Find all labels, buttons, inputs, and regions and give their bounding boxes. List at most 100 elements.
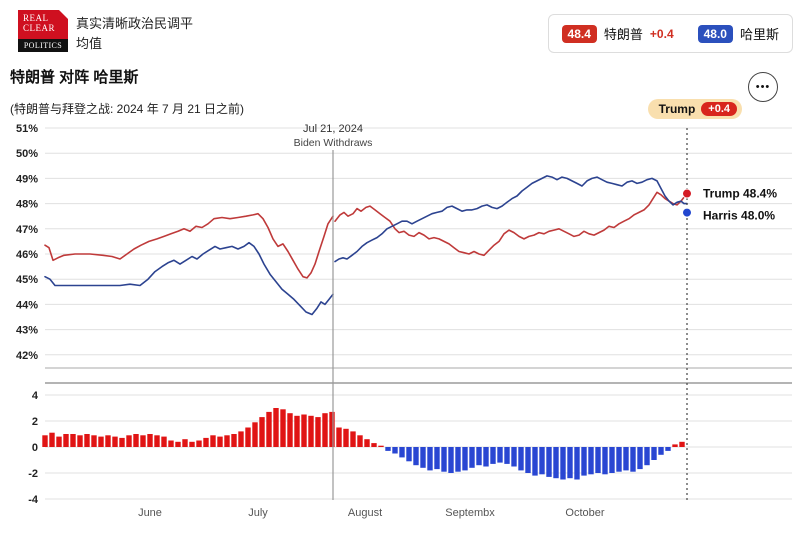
brand-text: 真实清晰政治民调平 均值 xyxy=(76,14,193,54)
spread-bar xyxy=(658,447,664,455)
harris-end-label: Harris 48.0% xyxy=(703,209,775,223)
spread-bar xyxy=(672,444,678,447)
chart-subtitle: (特朗普与拜登之战: 2024 年 7 月 21 日之前) xyxy=(10,102,245,116)
spread-bar xyxy=(546,447,552,477)
spread-bar xyxy=(497,447,503,463)
spread-bar xyxy=(469,447,475,468)
spread-bar xyxy=(504,447,510,464)
poll-lines xyxy=(44,175,688,316)
spread-bar xyxy=(420,447,426,468)
spread-bar xyxy=(413,447,419,466)
spread-bar xyxy=(301,414,307,447)
y-tick-label: 47% xyxy=(16,224,38,236)
month-label: August xyxy=(348,507,382,519)
spread-bar xyxy=(196,440,202,447)
spread-bar xyxy=(637,447,643,470)
annotation-date: Jul 21, 2024 xyxy=(303,123,363,135)
spread-bar xyxy=(455,447,461,472)
spread-bar xyxy=(336,427,342,447)
poll-line xyxy=(44,212,334,279)
spread-bar xyxy=(147,434,153,447)
spread-bar xyxy=(560,447,566,480)
poll-line xyxy=(334,175,688,263)
month-label: June xyxy=(138,507,162,519)
chart-axis-labels: 51% 50% 49% 48% 47% 46% 45% 44% 43% 42% 4 2 0 -2 -4 Jun… xyxy=(16,123,605,519)
trump-name-label: 特朗普 xyxy=(603,27,643,42)
spread-bar xyxy=(462,447,468,471)
spread-bar xyxy=(154,435,160,447)
spread-bar xyxy=(266,411,272,447)
spread-bar xyxy=(84,434,90,447)
poll-chart-svg: 51% 50% 49% 48% 47% 46% 45% 44% 43% 42% 4 2 0 -2 -4 Jun… xyxy=(16,123,792,519)
spread-bar xyxy=(364,439,370,447)
spread-bar xyxy=(623,447,629,471)
brand-line-1: 真实清晰政治民调平 xyxy=(76,16,194,31)
y-tick-label: 49% xyxy=(16,173,38,185)
spread-bar xyxy=(581,447,587,476)
month-label: July xyxy=(248,507,268,519)
spread-bar xyxy=(252,422,258,447)
spread-bar xyxy=(294,415,300,447)
spread-bar xyxy=(119,437,125,447)
spread-bar xyxy=(112,436,118,447)
y-tick-label: 48% xyxy=(16,199,38,211)
poll-chart: 51% 50% 49% 48% 47% 46% 45% 44% 43% 42% 4 2 0 -2 -4 Jun… xyxy=(0,115,800,535)
harris-name-label: 哈里斯 xyxy=(739,27,779,42)
trump-end-dot xyxy=(682,188,692,199)
spread-bar xyxy=(343,428,349,447)
spread-bar xyxy=(609,447,615,473)
spread-bar xyxy=(532,447,538,476)
y-tick-label: 50% xyxy=(16,148,38,160)
spread-bar xyxy=(630,447,636,472)
spread-bar xyxy=(616,447,622,472)
spread-tick-label: -2 xyxy=(28,468,38,480)
spread-bar xyxy=(315,417,321,447)
spread-bar xyxy=(651,447,657,460)
spread-bar xyxy=(602,447,608,475)
poll-summary-box: 48.4 特朗普 +0.4 48.0 哈里斯 xyxy=(547,14,793,53)
spread-bar xyxy=(224,435,230,447)
y-tick-label: 46% xyxy=(16,249,38,261)
spread-bar xyxy=(378,445,384,447)
logo-line-politics: POLITICS xyxy=(18,39,68,52)
spread-bar xyxy=(175,441,181,447)
spread-bar xyxy=(273,408,279,447)
spread-bar xyxy=(56,436,62,447)
spread-bar xyxy=(287,413,293,447)
spread-bar xyxy=(644,447,650,466)
page-title: 特朗普 对阵 哈里斯 xyxy=(10,69,139,86)
leader-pill-label: Trump xyxy=(658,102,696,116)
spread-bar xyxy=(448,447,454,473)
spread-bars xyxy=(42,408,685,480)
rcp-logo[interactable]: REAL CLEAR POLITICS xyxy=(18,10,68,52)
leader-pill[interactable]: Trump +0.4 xyxy=(647,99,742,119)
spread-bar xyxy=(133,434,139,447)
more-options-button[interactable]: ••• xyxy=(748,72,778,102)
harris-end-dot xyxy=(682,207,692,218)
month-label: October xyxy=(565,507,604,519)
spread-bar xyxy=(539,447,545,475)
spread-bar xyxy=(91,435,97,447)
spread-bar xyxy=(308,415,314,447)
spread-bar xyxy=(434,447,440,470)
brand-line-2: 均值 xyxy=(76,36,103,51)
spread-bar xyxy=(210,435,216,447)
y-tick-label: 45% xyxy=(16,274,38,286)
leader-pill-change: +0.4 xyxy=(701,102,737,116)
spread-bar xyxy=(525,447,531,473)
spread-bar xyxy=(392,447,398,454)
spread-bar xyxy=(182,439,188,447)
spread-bar xyxy=(679,441,685,447)
spread-bar xyxy=(511,447,517,467)
y-tick-label: 44% xyxy=(16,299,38,311)
spread-bar xyxy=(42,435,48,447)
spread-bar xyxy=(567,447,573,479)
y-tick-label: 51% xyxy=(16,123,38,135)
spread-bar xyxy=(168,440,174,447)
spread-bar xyxy=(441,447,447,472)
trump-change-label: +0.4 xyxy=(649,26,674,41)
trump-score-badge: 48.4 xyxy=(561,24,597,43)
spread-bar xyxy=(574,447,580,480)
spread-bar xyxy=(406,447,412,462)
spread-tick-label: 0 xyxy=(32,442,38,454)
